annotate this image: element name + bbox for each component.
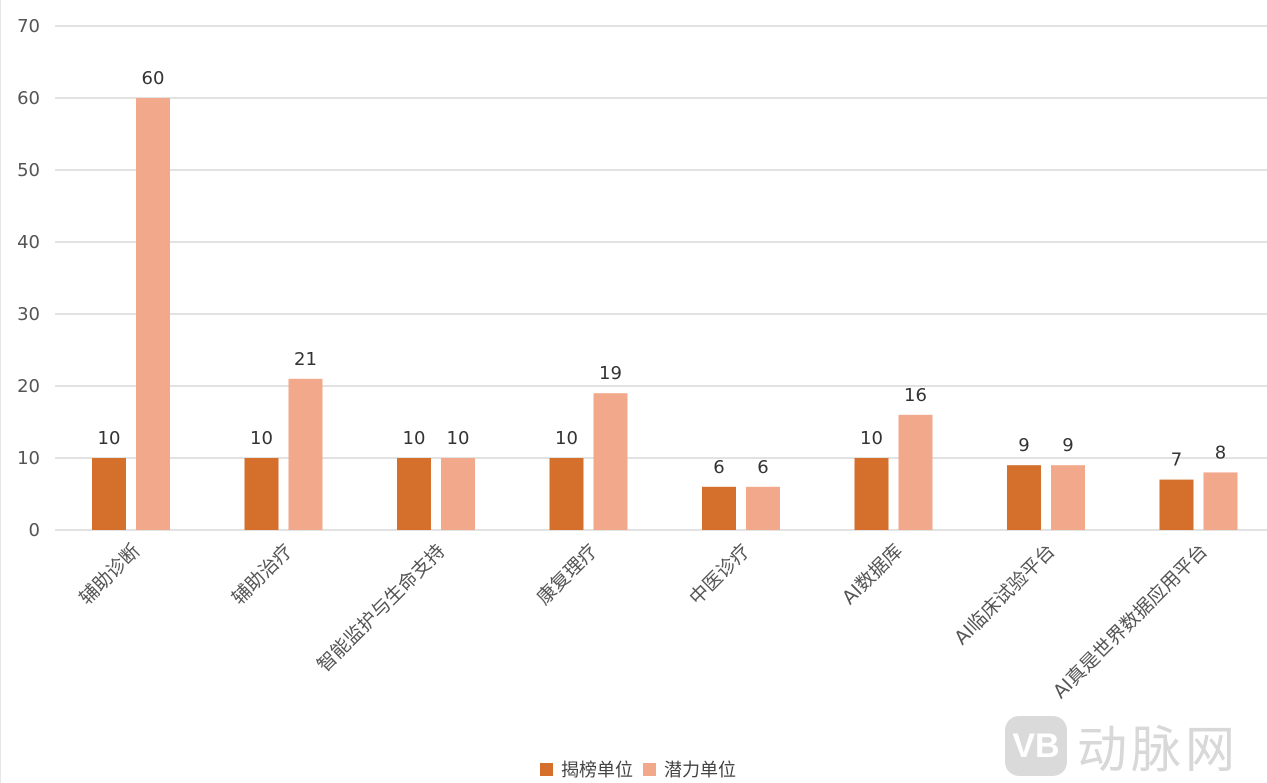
- watermark-text: 动脉网: [1077, 721, 1239, 779]
- watermark-logo: VB: [1005, 716, 1067, 776]
- data-label: 10: [98, 428, 121, 449]
- legend-swatch-series-1: [643, 762, 656, 776]
- x-tick-label: AI临床试验平台: [950, 540, 1059, 649]
- legend-swatch-series-0: [540, 762, 553, 776]
- bar-1-2: [441, 458, 475, 530]
- data-label: 9: [1018, 435, 1029, 456]
- legend: 揭榜单位 潜力单位: [540, 756, 736, 782]
- data-label: 10: [555, 428, 578, 449]
- y-tick-label: 50: [17, 160, 40, 181]
- data-label: 6: [757, 457, 768, 478]
- x-tick-label: 辅助治疗: [228, 540, 297, 609]
- data-label: 10: [447, 428, 470, 449]
- legend-label-series-0: 揭榜单位: [561, 760, 633, 781]
- data-label: 8: [1215, 442, 1226, 463]
- data-label: 60: [142, 68, 165, 89]
- x-tick-label: 中医诊疗: [685, 540, 754, 609]
- y-tick-label: 0: [29, 520, 40, 541]
- y-tick-label: 70: [17, 16, 40, 37]
- bar-1-3: [593, 393, 628, 530]
- x-tick-label: AI真是世界数据应用平台: [1049, 540, 1212, 703]
- y-tick-label: 40: [17, 232, 40, 253]
- bar-0-7: [1159, 479, 1194, 530]
- y-tick-label: 20: [17, 376, 40, 397]
- bar-0-3: [549, 458, 584, 530]
- y-tick-label: 10: [17, 448, 40, 469]
- data-label: 19: [599, 363, 622, 384]
- data-label: 6: [713, 457, 724, 478]
- bar-1-4: [746, 486, 780, 530]
- y-tick-label: 60: [17, 88, 40, 109]
- x-tick-label: 辅助诊断: [75, 540, 144, 609]
- x-tick-label: 康复理疗: [533, 540, 602, 609]
- data-label: 7: [1171, 450, 1182, 471]
- y-tick-label: 30: [17, 304, 40, 325]
- data-label: 10: [860, 428, 883, 449]
- bar-0-5: [854, 458, 889, 530]
- data-label: 10: [250, 428, 273, 449]
- watermark: VB 动脉网: [1005, 710, 1239, 782]
- legend-label-series-1: 潜力单位: [664, 760, 736, 781]
- bar-1-0: [136, 98, 170, 530]
- bar-0-1: [244, 458, 279, 530]
- x-tick-label: AI数据库: [838, 540, 907, 609]
- bar-1-5: [898, 414, 933, 530]
- data-label: 10: [403, 428, 426, 449]
- data-label: 9: [1062, 435, 1073, 456]
- bar-1-6: [1051, 465, 1085, 530]
- bar-0-0: [92, 458, 126, 530]
- bar-1-1: [288, 378, 323, 530]
- bar-0-6: [1007, 465, 1041, 530]
- bar-0-2: [397, 458, 431, 530]
- data-label: 21: [294, 349, 317, 370]
- bar-0-4: [702, 486, 736, 530]
- bar-1-7: [1203, 472, 1238, 530]
- x-tick-label: 智能监护与生命支持: [313, 540, 449, 676]
- data-label: 16: [904, 385, 927, 406]
